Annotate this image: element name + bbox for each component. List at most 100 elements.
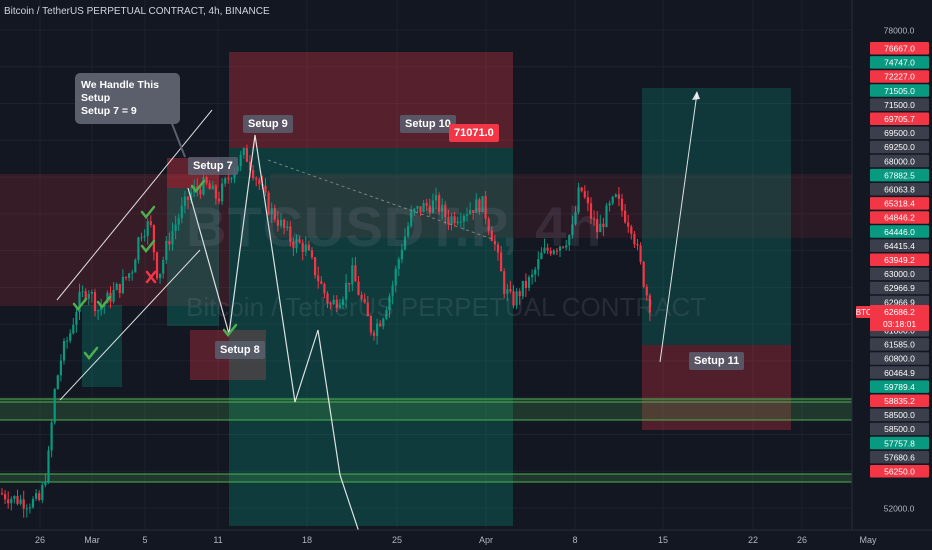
price-label-box [870,422,929,436]
price-label-box [870,267,929,281]
candle-body [605,205,608,228]
candle-body [627,222,630,227]
price-label-box [870,126,929,140]
tp-zone-early [82,305,122,387]
price-label-30: 56250.0 [884,467,915,477]
candle-body [599,223,602,233]
price-label-26: 58500.0 [884,410,915,420]
price-label-box [870,56,929,69]
channel-lower [59,249,201,401]
candle-body [630,226,633,234]
price-label-box [870,211,929,224]
candle-body [444,204,447,218]
candle-body [118,283,121,293]
candle-body [410,211,413,227]
price-label-2: 72227.0 [884,72,915,82]
candle-body [283,219,286,228]
candle-body [428,205,431,213]
callout-line-1: We Handle This Setup [81,79,159,104]
candle-body [459,221,462,223]
price-label-1: 74747.0 [884,58,915,68]
candle-body [475,199,478,213]
price-label-box [870,281,929,295]
candle-body [571,224,574,236]
candle-body [363,298,366,303]
setup-10-label: Setup 10 [400,115,456,133]
check-mark-icon [83,346,99,361]
candle-body [624,210,627,223]
candle-body [25,508,28,510]
candle-body [174,224,177,232]
candle-body [307,244,310,251]
candle-body [487,218,490,231]
price-label-22: 60800.0 [884,354,915,364]
candle-body [506,289,509,294]
candle-body [589,203,593,219]
price-label-29: 57680.6 [884,452,915,462]
candle-body [382,318,385,327]
candle-body [298,239,301,243]
candle-body [372,332,376,336]
time-axis[interactable]: 26 Mar 5 11 18 25 Apr 8 15 22 26 May [0,529,932,550]
candle-body [537,258,540,270]
candle-body [335,299,338,308]
time-tick-1: Mar [84,535,100,545]
candle-body [376,323,379,336]
candle-body [565,245,568,248]
candle-body [252,169,255,179]
candle-body [462,215,465,222]
candle-body [518,291,521,297]
candle-body [481,196,484,212]
check-mark-icon [72,297,88,312]
check-mark-icon [190,179,206,194]
tp-zone-setup9 [229,148,513,526]
price-label-9: 67882.5 [884,170,915,180]
candle-body [7,499,10,504]
candle-body [586,197,589,204]
time-axis-background [0,530,932,550]
candle-body [602,223,605,228]
symbol-title: Bitcoin / TetherUS PERPETUAL CONTRACT, 4… [4,6,270,17]
price-axis[interactable]: 78000.0 52000.0 76667.0 74747.0 72227.0 71505… [851,0,932,550]
price-label-box [870,394,929,407]
candle-body [546,247,549,251]
candle-body [124,276,128,278]
candle-body [422,203,425,213]
candle-body [438,195,441,212]
candle-body [286,226,289,228]
candle-body [28,507,31,509]
candle-body [577,187,580,213]
price-label-box [870,183,929,196]
price-label-11: 65318.4 [884,199,915,209]
candle-body [137,237,140,260]
candle-body [4,494,7,500]
candle-body [419,206,422,213]
candle-body [38,493,41,500]
time-tick-5: 25 [392,535,402,545]
candle-body [391,285,394,297]
candle-body [323,283,326,294]
candle-body [531,274,534,278]
price-label-box [870,253,929,266]
candle-body [221,183,224,202]
candle-body [10,498,13,504]
candle-body [41,485,44,500]
candle-body [93,292,97,311]
candle-body [472,209,475,213]
candle-body [227,178,230,180]
candle-body [152,224,155,253]
candle-body [22,499,25,509]
time-tick-7: 8 [572,535,577,545]
candle-body [639,245,642,262]
candle-body [636,244,639,246]
candle-body [434,195,438,201]
candle-body [425,203,428,206]
candle-body [56,375,59,390]
candle-body [366,302,369,317]
candle-body [239,154,242,166]
candle-body [35,493,38,499]
candle-body [320,281,323,284]
candle-body [140,237,143,239]
price-label-15: 63949.2 [884,255,915,265]
